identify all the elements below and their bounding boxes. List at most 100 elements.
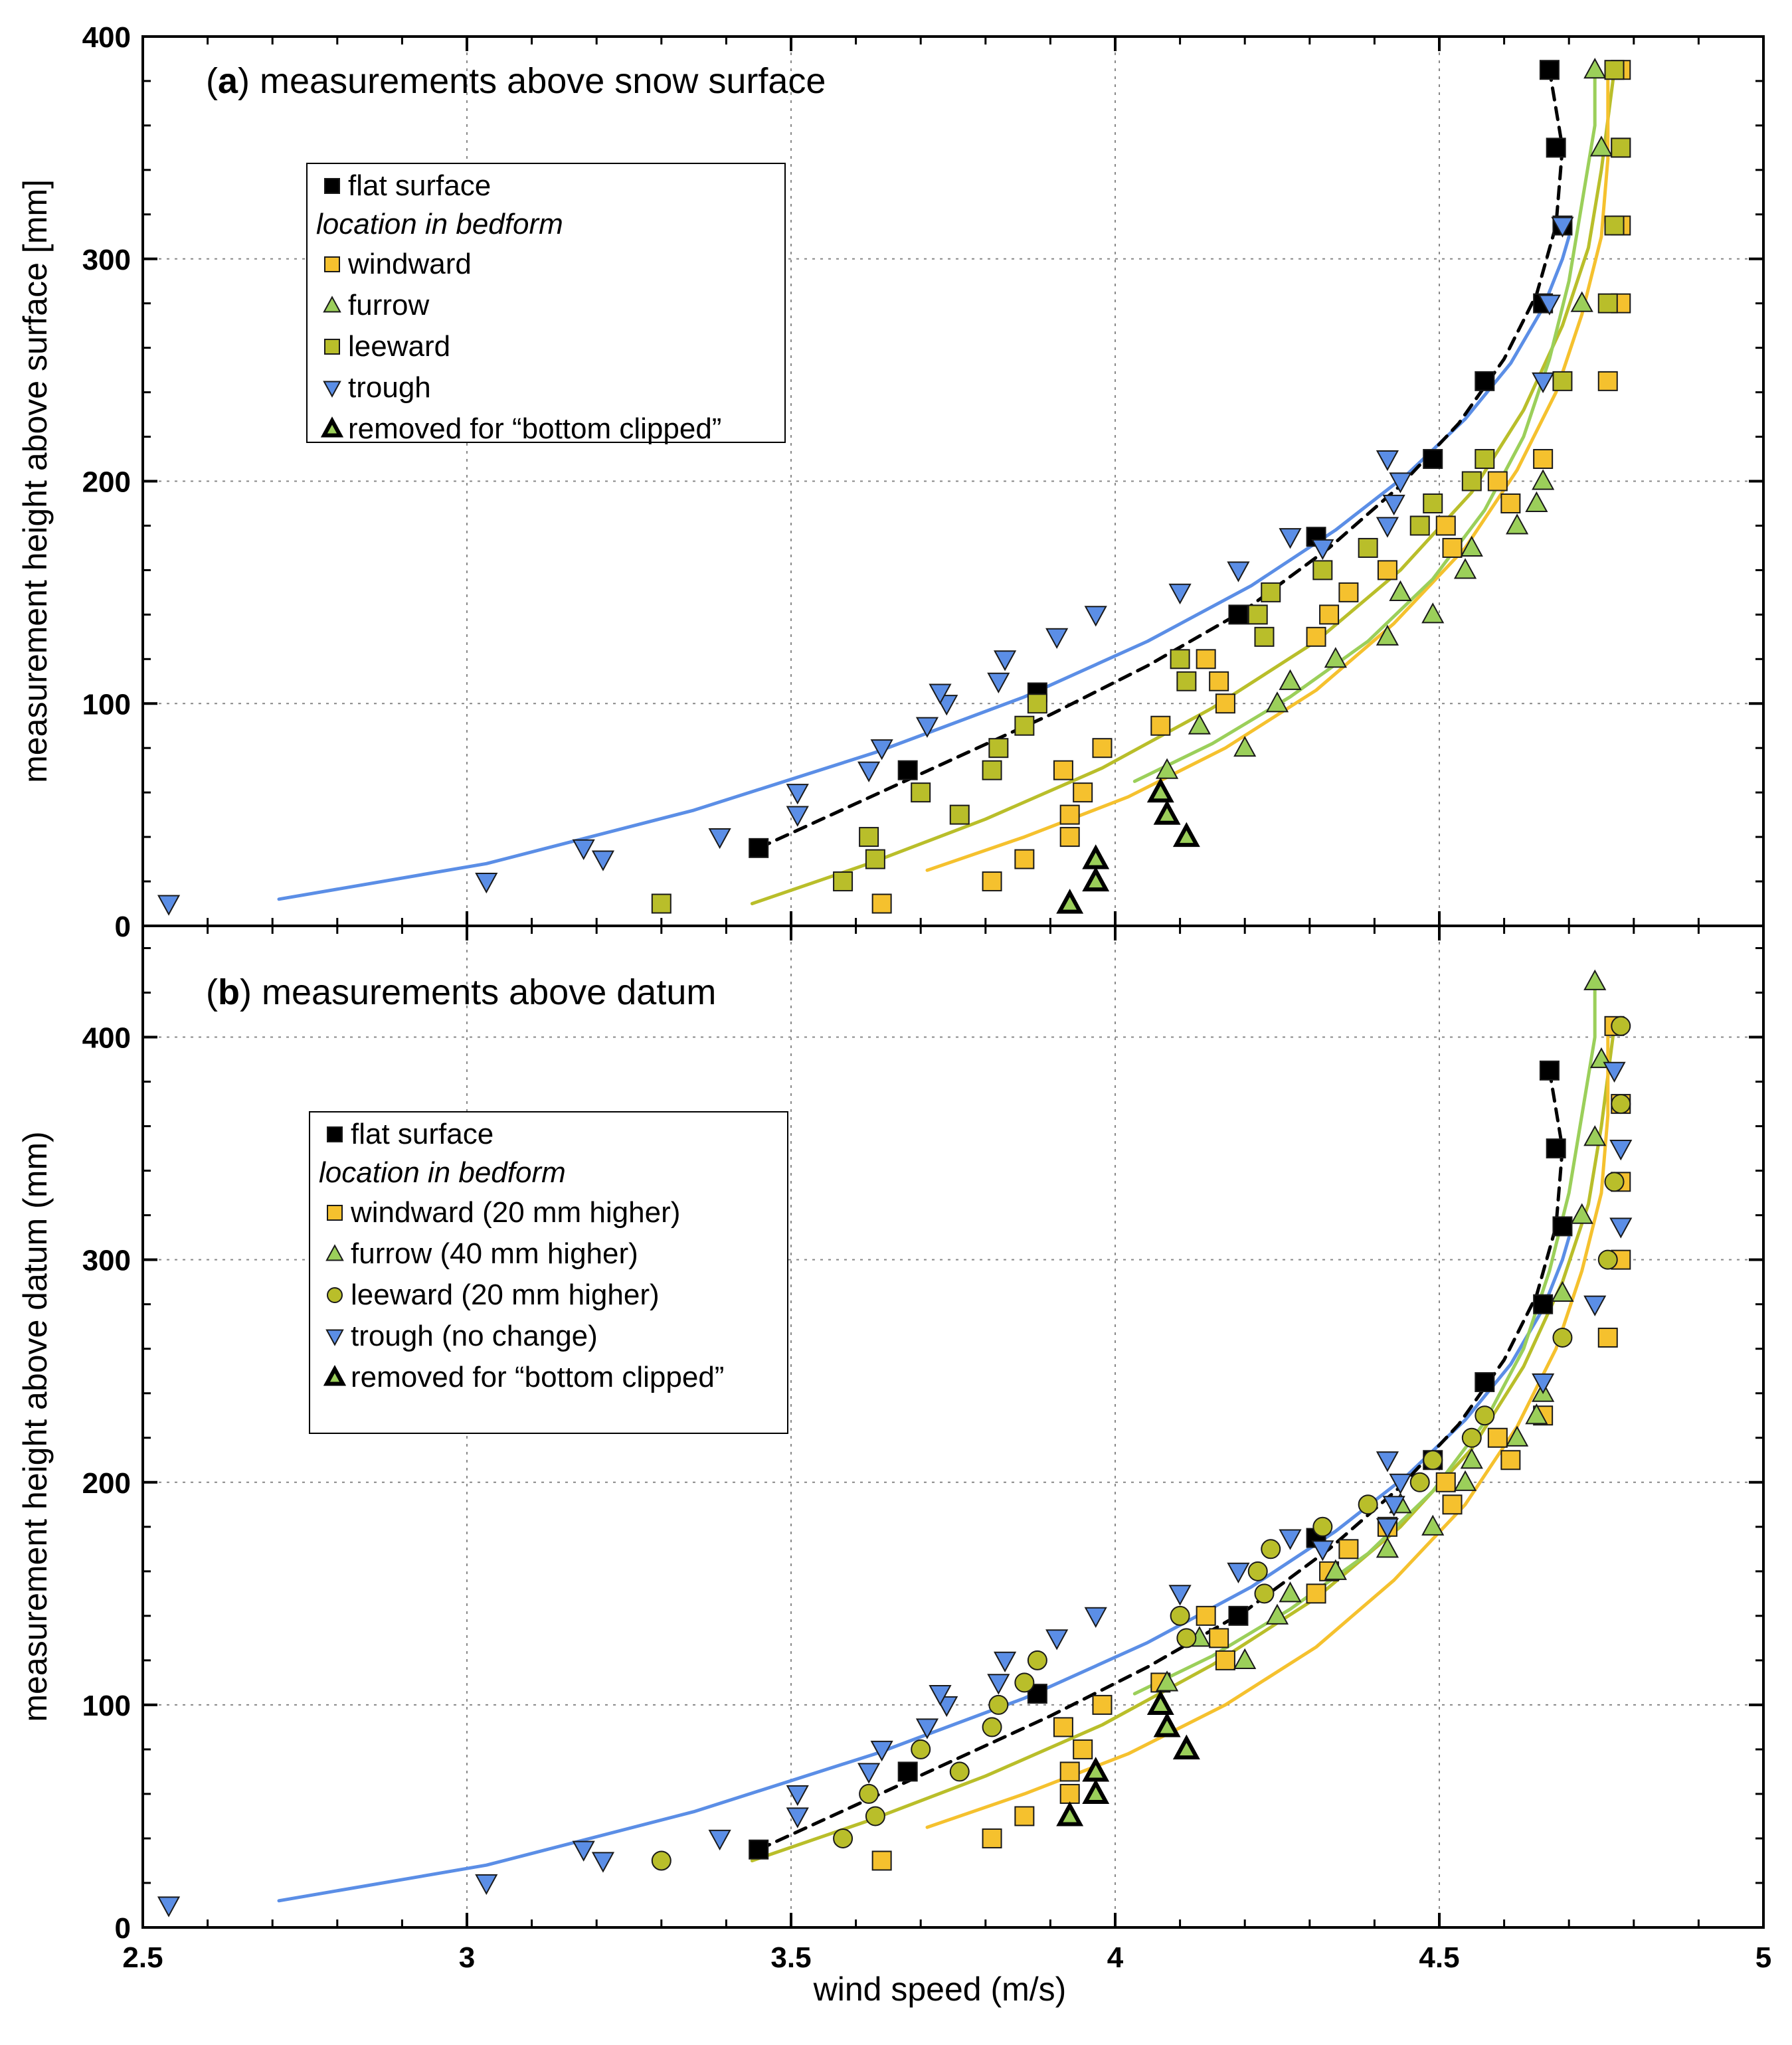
panel-b-point-trough-no-change — [993, 1651, 1017, 1673]
panel-b-point-windward-20-mm-higher — [1215, 1650, 1235, 1670]
panel-b-point-furrow-40-mm-higher — [1324, 1559, 1347, 1580]
panel-a-point-windward — [1597, 371, 1618, 391]
panel-b-y-tick-label: 0 — [115, 1912, 131, 1945]
panel-a-point-furrow — [1188, 713, 1211, 735]
panel-b-y-axis-label: measurement height above datum (mm) — [17, 1131, 54, 1722]
panel-b-point-leeward-20-mm-higher — [949, 1761, 970, 1782]
panel-a-point-leeward — [1247, 604, 1268, 625]
panel-a-series-flat-surface — [749, 60, 1573, 858]
panel-a-point-leeward — [1261, 582, 1281, 602]
panel-a-point-leeward — [1423, 493, 1443, 513]
panel-a-point-furrow — [1583, 58, 1607, 79]
panel-b-point-windward-20-mm-higher — [1073, 1739, 1093, 1759]
panel-b-point-furrow-40-mm-higher — [1421, 1514, 1445, 1536]
panel-a-point-trough — [870, 739, 893, 760]
panel-a-point-trough — [1389, 472, 1412, 493]
panel-b-title-letter: b — [218, 972, 240, 1012]
panel-b-point-leeward-20-mm-higher — [1611, 1094, 1631, 1114]
panel-a-point-leeward — [949, 804, 970, 825]
panel-a-point-furrow — [1570, 291, 1593, 312]
panel-a-point-windward — [1500, 493, 1521, 513]
panel-b-point-leeward-20-mm-higher — [1247, 1561, 1268, 1581]
panel-a-fit-trough-fit — [277, 234, 1571, 901]
panel-b-point-trough-no-change — [1045, 1629, 1069, 1650]
panel-b-point-furrow-40-mm-higher — [1453, 1470, 1477, 1491]
panel-b-point-trough-no-change — [475, 1874, 498, 1896]
panel-b-x-tick-label: 3 — [459, 1941, 475, 1974]
panel-a-title-letter: a — [218, 61, 238, 101]
panel-a-point-leeward — [833, 871, 853, 892]
panel-b-fit-leeward-fit — [750, 1024, 1616, 1862]
panel-b-point-windward-20-mm-higher — [982, 1828, 1002, 1848]
panel-b-series-trough-no-change — [157, 1061, 1633, 1917]
panel-b-series-windward-20-mm-higher — [871, 1016, 1631, 1871]
panel-b-point-trough-no-change — [1279, 1529, 1302, 1550]
panel-b-point-leeward-20-mm-higher — [1176, 1628, 1197, 1648]
panel-b-title-text: ) measurements above datum — [240, 972, 716, 1012]
panel-b-legend-marker-removed-for-bottom-clipped — [323, 1365, 347, 1386]
panel-b-point-leeward-20-mm-higher — [1475, 1405, 1495, 1426]
panel-b-ticks: 0 100 200 300 400 2.5 3 3.5 4 4.5 5 — [82, 926, 1771, 1974]
panel-b-point-windward-20-mm-higher — [1053, 1717, 1073, 1737]
panel-b-x-tick-label: 4.5 — [1419, 1941, 1459, 1974]
panel-b-fit-flat-surface-fit — [757, 1069, 1564, 1852]
panel-a-legend-heading: location in bedform — [316, 208, 563, 240]
panel-a-legend-marker-leeward — [324, 339, 340, 355]
panel-b-data-points — [157, 969, 1633, 1917]
panel-b-legend-label-leeward-20-mm-higher: leeward (20 mm higher) — [351, 1279, 660, 1311]
panel-a-point-leeward — [651, 893, 672, 914]
panel-b-x-tick-label: 5 — [1755, 1941, 1771, 1974]
panel-b-fit-windward-fit — [925, 1024, 1610, 1829]
panel-a-point-leeward — [1604, 215, 1625, 236]
panel-b-point-trough-no-change — [157, 1896, 181, 1917]
panel-b-point-leeward-20-mm-higher — [1604, 1172, 1625, 1192]
panel-a-series-removed-for-bottom-clipped — [1056, 777, 1200, 914]
panel-a-title: (a) measurements above snow surface — [206, 61, 826, 101]
panel-b-point-leeward-20-mm-higher — [1423, 1450, 1443, 1470]
panel-a-point-leeward — [1027, 693, 1047, 714]
panel-b-point-furrow-40-mm-higher — [1525, 1403, 1548, 1425]
panel-b-point-furrow-40-mm-higher — [1506, 1425, 1529, 1447]
panel-b-point-trough-no-change — [929, 1685, 952, 1706]
panel-b-legend: flat surface location in bedform windward … — [309, 1111, 788, 1434]
panel-b-point-windward-20-mm-higher — [1435, 1472, 1456, 1492]
panel-a-point-removed-for-bottom-clipped — [1056, 889, 1084, 914]
panel-b-point-leeward-20-mm-higher — [988, 1694, 1009, 1715]
panel-a-point-windward — [1053, 760, 1073, 780]
panel-b-point-windward-20-mm-higher — [871, 1850, 892, 1871]
panel-a-y-tick-label: 300 — [82, 244, 131, 276]
panel-a-point-leeward — [1358, 537, 1378, 558]
panel-a-title-text: ) measurements above snow surface — [238, 61, 826, 101]
panel-b-point-leeward-20-mm-higher — [859, 1783, 879, 1804]
panel-a-point-trough — [475, 872, 498, 894]
panel-a-series-leeward — [651, 60, 1631, 914]
panel-b-point-flat-surface — [1475, 1372, 1495, 1392]
panel-a-point-flat-surface — [1423, 449, 1443, 470]
panel-a-point-trough — [987, 672, 1010, 693]
panel-a-point-furrow — [1506, 513, 1529, 535]
panel-a-point-flat-surface — [749, 838, 769, 858]
panel-b-legend-marker-leeward-20-mm-higher — [327, 1287, 343, 1303]
panel-a-point-windward — [1319, 604, 1340, 625]
panel-b-x-tick-label: 3.5 — [770, 1941, 811, 1974]
panel-b-point-windward-20-mm-higher — [1306, 1583, 1326, 1604]
panel-b-point-windward-20-mm-higher — [1196, 1605, 1216, 1626]
panel-b-point-flat-surface — [1533, 1294, 1554, 1314]
panel-b-point-windward-20-mm-higher — [1597, 1327, 1618, 1348]
panel-a: 0 100 200 300 400 measurement height above su… — [17, 21, 1765, 943]
panel-b-point-windward-20-mm-higher — [1500, 1450, 1521, 1470]
panel-b-point-furrow-40-mm-higher — [1279, 1581, 1302, 1603]
panel-b-point-leeward-20-mm-higher — [651, 1850, 672, 1871]
panel-a-point-trough — [857, 761, 881, 782]
panel-a-point-trough — [1227, 561, 1250, 582]
panel-b-point-trough-no-change — [987, 1674, 1010, 1695]
panel-a-point-windward — [1442, 537, 1463, 558]
panel-b-point-furrow-40-mm-higher — [1155, 1670, 1179, 1692]
panel-a-point-trough — [915, 717, 939, 738]
panel-b-series-removed-for-bottom-clipped — [1056, 1690, 1200, 1826]
panel-b-point-windward-20-mm-higher — [1487, 1427, 1508, 1448]
panel-b-point-trough-no-change — [1084, 1607, 1107, 1629]
panel-b-point-leeward-20-mm-higher — [982, 1717, 1002, 1737]
panel-b-point-leeward-20-mm-higher — [1597, 1249, 1618, 1270]
